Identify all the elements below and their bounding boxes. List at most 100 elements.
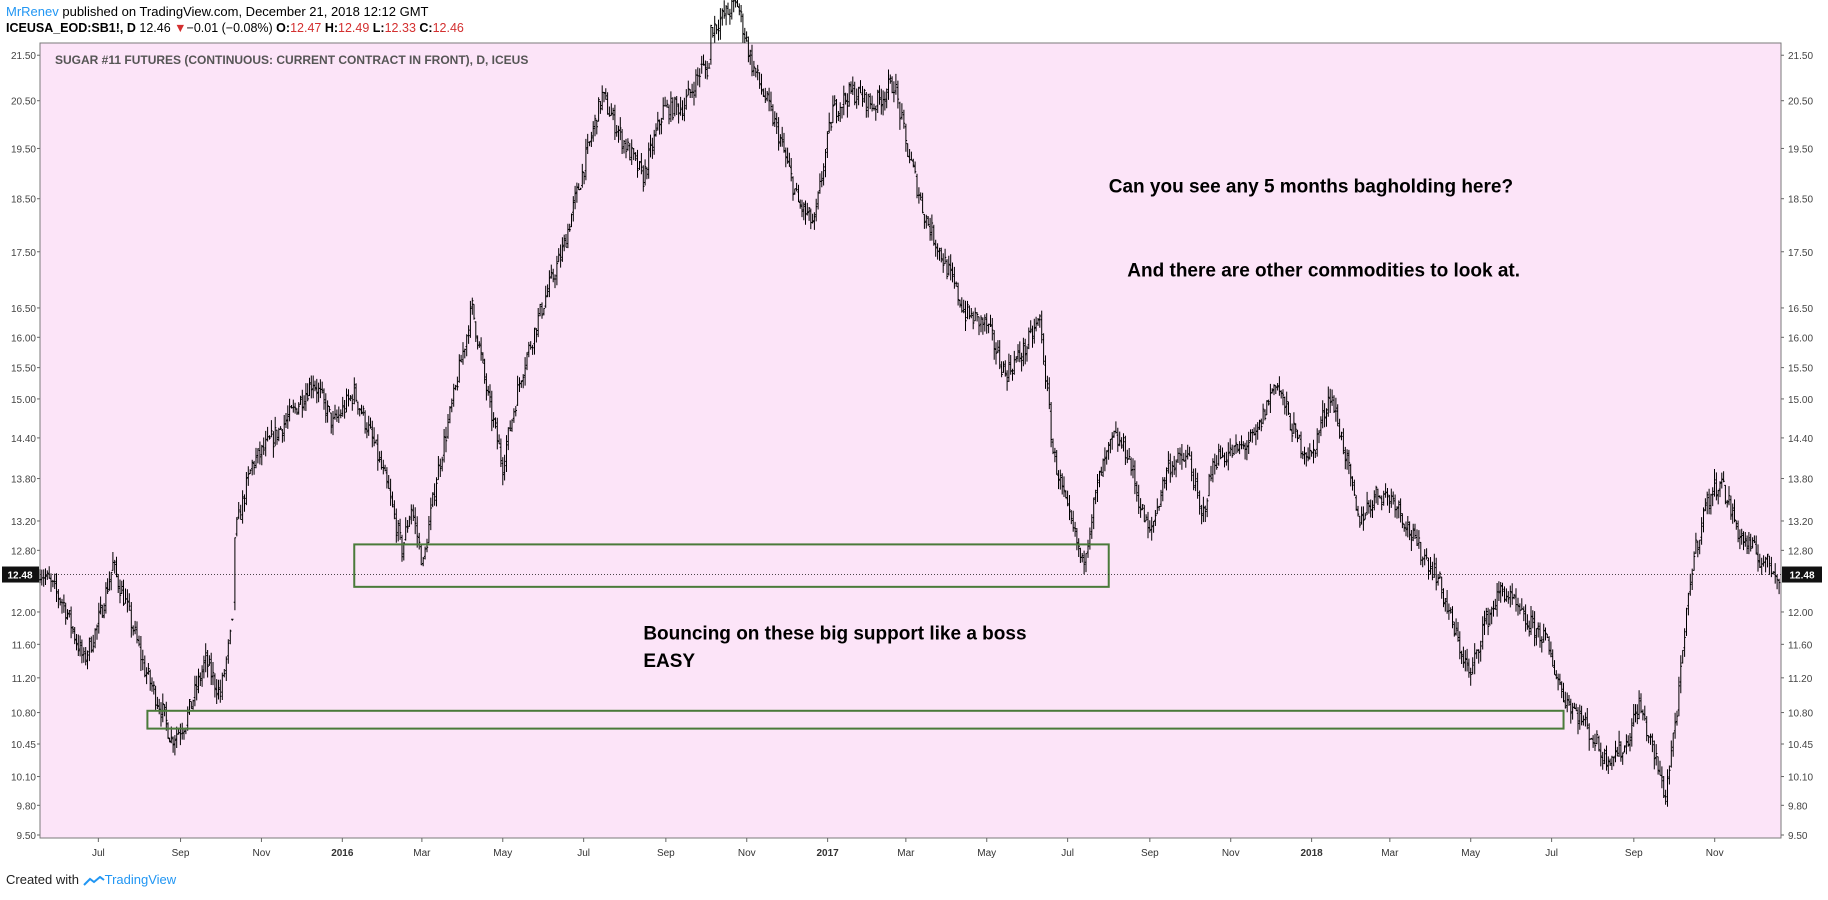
annotation-text: Can you see any 5 months bagholding here… bbox=[1109, 177, 1513, 198]
chart-header: MrRenev published on TradingView.com, De… bbox=[6, 4, 1606, 36]
open-value: 12.47 bbox=[290, 21, 322, 35]
low-label: L: bbox=[372, 21, 385, 35]
support-zones bbox=[146, 543, 1565, 730]
time-tick-label: Mar bbox=[897, 848, 915, 859]
close-label: C: bbox=[419, 21, 433, 35]
price-tick-label: 10.80 bbox=[11, 709, 36, 720]
chart-annotations: Can you see any 5 months bagholding here… bbox=[643, 177, 1520, 672]
time-tick-label: Nov bbox=[1706, 848, 1724, 859]
time-tick-label: Jul bbox=[92, 848, 105, 859]
price-tick-label: 12.00 bbox=[11, 608, 36, 619]
price-tick-label: 16.50 bbox=[1788, 304, 1813, 315]
time-axis: Jul Sep Nov 2016 Mar May Jul Sep Nov 2017 Mar May Ju… bbox=[92, 838, 1724, 859]
time-tick-label: Jul bbox=[1061, 848, 1074, 859]
price-bars-path bbox=[38, 0, 1781, 807]
price-tick-label: 11.20 bbox=[12, 674, 37, 685]
price-tick-label: 14.40 bbox=[1788, 434, 1813, 445]
price-tick-label: 10.45 bbox=[11, 740, 36, 751]
symbol-line: ICEUSA_EOD:SB1!, D 12.46 ▼−0.01 (−0.08%)… bbox=[6, 20, 1606, 36]
down-arrow-icon: ▼ bbox=[174, 21, 187, 35]
symbol[interactable]: ICEUSA_EOD:SB1!, D bbox=[6, 21, 136, 35]
time-tick-label: Jul bbox=[577, 848, 590, 859]
close-value: 12.46 bbox=[432, 21, 464, 35]
time-tick-label: 2016 bbox=[331, 848, 354, 859]
right-price-axis: 21.50 20.50 19.50 18.50 17.50 16.50 16.00 15.50… bbox=[1781, 51, 1813, 842]
price-tick-label: 12.00 bbox=[1788, 608, 1813, 619]
high-label: H: bbox=[324, 21, 339, 35]
published-text: published on TradingView.com, December 2… bbox=[58, 4, 429, 19]
time-tick-label: May bbox=[977, 848, 996, 859]
price-tick-label: 9.80 bbox=[17, 801, 37, 812]
time-tick-label: Nov bbox=[1222, 848, 1240, 859]
price-tick-label: 19.50 bbox=[1788, 144, 1813, 155]
price-change: −0.01 (−0.08%) bbox=[186, 21, 273, 35]
support-zone-box bbox=[353, 543, 1110, 588]
price-tick-label: 9.50 bbox=[17, 831, 37, 842]
price-tick-label: 13.20 bbox=[11, 517, 36, 528]
publish-line: MrRenev published on TradingView.com, De… bbox=[6, 4, 1606, 20]
tradingview-logo-icon bbox=[82, 875, 105, 886]
left-price-axis: 21.50 20.50 19.50 18.50 17.50 16.50 16.00 15.50… bbox=[11, 51, 40, 842]
annotation-text: And there are other commodities to look … bbox=[1127, 261, 1520, 282]
price-tick-label: 13.80 bbox=[11, 475, 36, 486]
time-tick-label: Sep bbox=[172, 848, 190, 859]
time-tick-label: May bbox=[493, 848, 512, 859]
last-price-right-label: 12.48 bbox=[1789, 571, 1814, 582]
price-tick-label: 12.80 bbox=[1788, 546, 1813, 557]
price-tick-label: 21.50 bbox=[1788, 51, 1813, 62]
author-link[interactable]: MrRenev bbox=[6, 4, 59, 19]
tradingview-link[interactable]: TradingView bbox=[104, 872, 177, 887]
time-tick-label: May bbox=[1461, 848, 1480, 859]
annotation-text: EASY bbox=[643, 651, 695, 672]
price-tick-label: 17.50 bbox=[1788, 248, 1813, 259]
price-tick-label: 9.80 bbox=[1788, 801, 1808, 812]
annotation-text: Bouncing on these big support like a bos… bbox=[643, 623, 1026, 644]
time-tick-label: 2017 bbox=[817, 848, 840, 859]
time-tick-label: Nov bbox=[253, 848, 271, 859]
price-tick-label: 16.50 bbox=[11, 304, 36, 315]
last-price-line: 12.48 12.48 bbox=[2, 566, 1822, 583]
footer: Created with TradingView bbox=[6, 872, 176, 887]
price-tick-label: 10.10 bbox=[11, 773, 36, 784]
price-tick-label: 10.45 bbox=[1788, 740, 1813, 751]
price-tick-label: 19.50 bbox=[11, 144, 36, 155]
chart-title: SUGAR #11 FUTURES (CONTINUOUS: CURRENT C… bbox=[55, 53, 528, 67]
price-tick-label: 11.60 bbox=[12, 640, 37, 651]
price-tick-label: 13.20 bbox=[1788, 517, 1813, 528]
price-tick-label: 18.50 bbox=[1788, 195, 1813, 206]
last-price: 12.46 bbox=[139, 21, 171, 35]
last-price-left-label: 12.48 bbox=[7, 571, 32, 582]
price-tick-label: 15.50 bbox=[1788, 364, 1813, 375]
time-tick-label: Jul bbox=[1545, 848, 1558, 859]
low-value: 12.33 bbox=[384, 21, 416, 35]
time-tick-label: Nov bbox=[738, 848, 756, 859]
price-tick-label: 10.10 bbox=[1788, 773, 1813, 784]
last-price-right-badge bbox=[1782, 566, 1822, 583]
price-tick-label: 11.20 bbox=[1788, 674, 1813, 685]
price-tick-label: 16.00 bbox=[1788, 333, 1813, 344]
high-value: 12.49 bbox=[338, 21, 370, 35]
last-price-left-badge bbox=[2, 566, 39, 583]
price-tick-label: 11.60 bbox=[1788, 640, 1813, 651]
price-tick-label: 21.50 bbox=[11, 51, 36, 62]
price-tick-label: 15.50 bbox=[11, 364, 36, 375]
price-tick-label: 20.50 bbox=[1788, 97, 1813, 108]
price-tick-label: 15.00 bbox=[11, 395, 36, 406]
price-tick-label: 9.50 bbox=[1788, 831, 1808, 842]
created-with-text: Created with bbox=[6, 872, 79, 887]
price-tick-label: 12.80 bbox=[11, 546, 36, 557]
chart-background bbox=[39, 42, 1782, 839]
support-zone-box bbox=[146, 709, 1565, 730]
time-tick-label: Sep bbox=[1141, 848, 1159, 859]
price-bars bbox=[38, 0, 1781, 807]
time-tick-label: Mar bbox=[1381, 848, 1399, 859]
price-tick-label: 14.40 bbox=[11, 434, 36, 445]
price-tick-label: 20.50 bbox=[11, 97, 36, 108]
price-tick-label: 18.50 bbox=[11, 195, 36, 206]
time-tick-label: Mar bbox=[413, 848, 431, 859]
price-tick-label: 13.80 bbox=[1788, 475, 1813, 486]
time-tick-label: 2018 bbox=[1300, 848, 1323, 859]
time-tick-label: Sep bbox=[657, 848, 675, 859]
price-tick-label: 17.50 bbox=[11, 248, 36, 259]
